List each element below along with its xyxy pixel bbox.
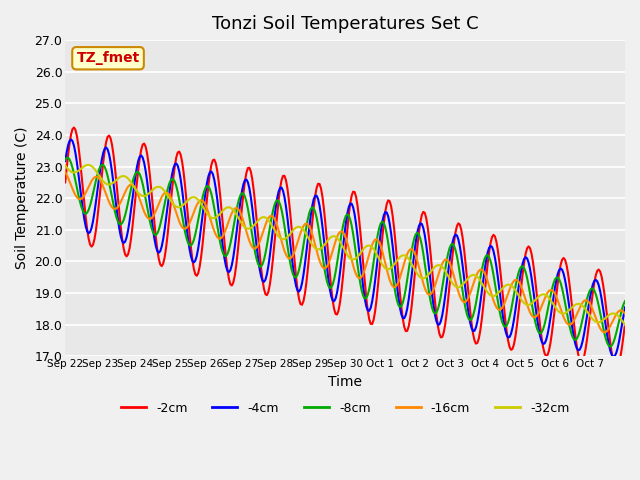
Title: Tonzi Soil Temperatures Set C: Tonzi Soil Temperatures Set C bbox=[212, 15, 479, 33]
Y-axis label: Soil Temperature (C): Soil Temperature (C) bbox=[15, 127, 29, 269]
Text: TZ_fmet: TZ_fmet bbox=[76, 51, 140, 65]
X-axis label: Time: Time bbox=[328, 375, 362, 389]
Legend: -2cm, -4cm, -8cm, -16cm, -32cm: -2cm, -4cm, -8cm, -16cm, -32cm bbox=[116, 396, 574, 420]
